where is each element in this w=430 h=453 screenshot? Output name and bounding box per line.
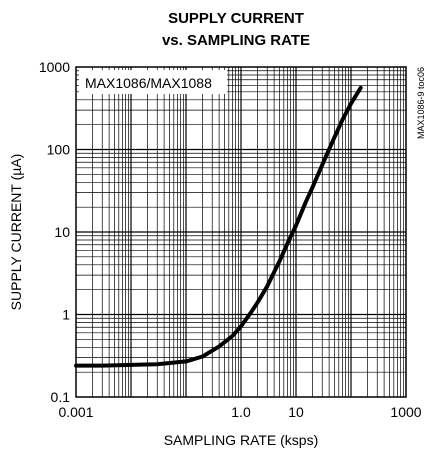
- y-tick-label: 0.1: [51, 389, 71, 405]
- x-tick-label: 1.0: [231, 404, 251, 420]
- x-tick-label: 1000: [390, 404, 421, 420]
- y-axis-label: SUPPLY CURRENT (µA): [8, 154, 24, 311]
- device-annotation: MAX1086/MAX1088: [85, 75, 212, 91]
- y-tick-label: 1000: [39, 59, 70, 75]
- annotation-box: MAX1086/MAX1088: [79, 70, 227, 94]
- annotation-background: [79, 70, 227, 94]
- y-tick-label: 1: [62, 307, 70, 323]
- plot-frame: [75, 66, 407, 398]
- chart-title-line-2: vs. SAMPLING RATE: [162, 32, 310, 49]
- y-tick-label: 100: [47, 142, 71, 158]
- x-axis-label: SAMPLING RATE (ksps): [164, 432, 319, 448]
- y-tick-label: 10: [54, 224, 70, 240]
- major-grid: [76, 67, 406, 397]
- chart-title-line-1: SUPPLY CURRENT: [168, 10, 304, 27]
- supply-current-curve: [74, 85, 363, 368]
- x-tick-label: 0.001: [58, 404, 93, 420]
- x-tick-label: 10: [288, 404, 304, 420]
- figure-code-label: MAX1086-9 toc06: [416, 67, 426, 139]
- x-tick-labels: 0.001 1.0 10 1000: [58, 404, 421, 420]
- y-tick-labels: 0.1 1 10 100 1000: [39, 59, 70, 405]
